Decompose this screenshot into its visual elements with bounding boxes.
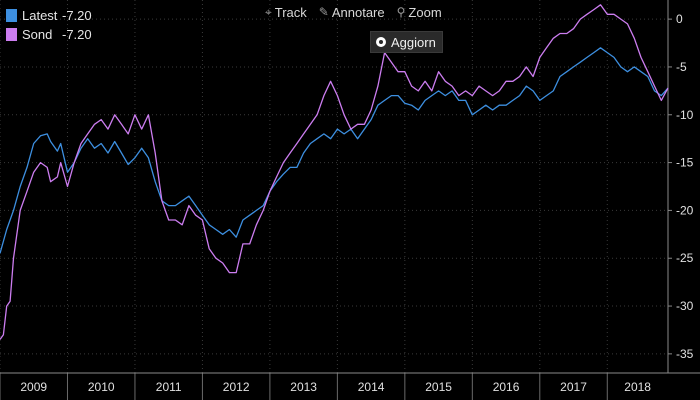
legend-item-sond[interactable]: Sond -7.20 [6,25,92,44]
refresh-label: Aggiorn [391,34,436,50]
y-tick-label: -5 [676,60,687,74]
chart-toolbar: ⌖ Track ✎ Annotare ⚲ Zoom [265,3,442,21]
series-line-sond [0,4,669,340]
crosshair-icon: ⌖ [265,4,272,19]
legend-value: -7.20 [62,27,92,42]
series-line-latest [0,47,669,254]
x-tick-label: 2010 [88,380,115,394]
legend-item-latest[interactable]: Latest -7.20 [6,6,92,25]
zoom-button[interactable]: ⚲ Zoom [397,3,442,21]
x-tick-label: 2015 [425,380,452,394]
legend: Latest -7.20 Sond -7.20 [6,6,92,44]
zoom-label: Zoom [408,4,442,20]
y-tick-label: -35 [676,347,694,361]
legend-label: Latest [22,8,58,23]
y-tick-label: 0 [676,12,683,26]
x-tick-label: 2009 [20,380,47,394]
y-tick-label: -25 [676,251,694,265]
annotate-button[interactable]: ✎ Annotare [319,3,385,21]
x-tick-label: 2014 [358,380,385,394]
y-tick-label: -15 [676,156,694,170]
x-tick-label: 2011 [156,380,182,394]
legend-swatch-latest [6,9,17,22]
y-tick-label: -20 [676,203,694,217]
pencil-icon: ✎ [318,5,329,19]
magnifier-icon: ⚲ [396,5,406,19]
refresh-button[interactable]: Aggiorn [370,31,443,53]
track-button[interactable]: ⌖ Track [265,3,307,21]
x-tick-label: 2013 [290,380,317,394]
y-tick-label: -10 [676,108,694,122]
y-tick-label: -30 [676,299,694,313]
x-tick-label: 2017 [560,380,587,394]
legend-swatch-sond [6,28,17,41]
x-tick-label: 2016 [493,380,520,394]
legend-value: -7.20 [62,8,92,23]
legend-label: Sond [22,27,53,42]
annotate-label: Annotare [331,4,385,20]
refresh-icon [376,37,386,47]
x-tick-label: 2018 [624,380,651,394]
track-label: Track [274,4,307,20]
x-tick-label: 2012 [223,380,250,394]
